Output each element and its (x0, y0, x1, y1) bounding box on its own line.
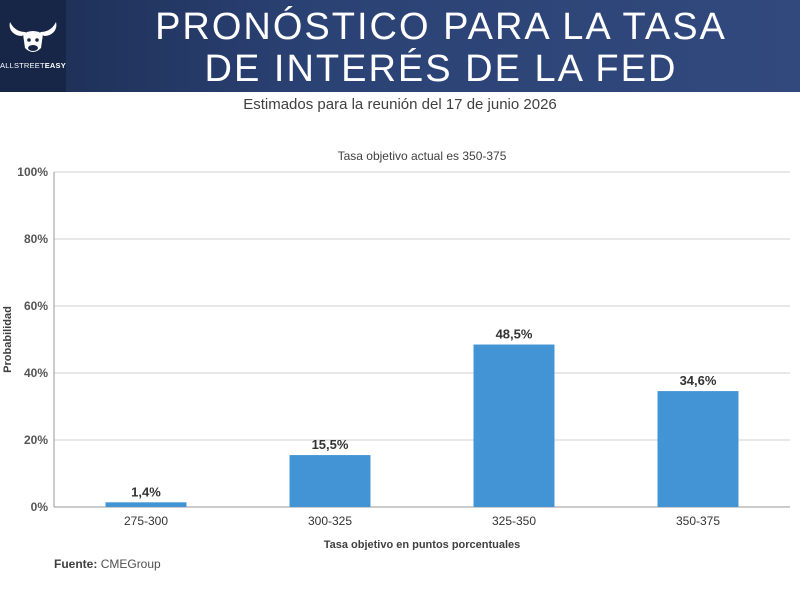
title-line-1: PRONÓSTICO PARA LA TASA (155, 6, 727, 48)
bar-value-label: 48,5% (496, 327, 533, 342)
y-axis-label: Probabilidad (2, 306, 14, 373)
header-banner: ALLSTREETEASY PRONÓSTICO PARA LA TASA DE… (0, 0, 800, 92)
y-tick-label: 0% (31, 500, 49, 514)
y-tick-label: 40% (24, 366, 48, 380)
y-tick-label: 20% (24, 433, 48, 447)
bar-chart: Tasa objetivo actual es 350-375 0% 20% 40% 6… (2, 149, 790, 550)
title-line-2: DE INTERÉS DE LA FED (204, 48, 678, 90)
source-note: Fuente: CMEGroup (54, 557, 161, 571)
page-title: PRONÓSTICO PARA LA TASA DE INTERÉS DE LA… (86, 6, 796, 90)
subtitle: Estimados para la reunión del 17 de juni… (243, 96, 557, 113)
bar-value-label: 34,6% (680, 373, 717, 388)
x-axis-label: Tasa objetivo en puntos porcentuales (324, 539, 521, 550)
bar-value-label: 15,5% (312, 437, 349, 452)
bar (657, 391, 739, 507)
bar-value-label: 1,4% (131, 484, 161, 499)
bar (473, 344, 555, 507)
bar (105, 502, 187, 507)
source-value: CMEGroup (100, 557, 161, 571)
x-tick-label: 300-325 (308, 514, 352, 528)
y-tick-label: 60% (24, 299, 48, 313)
logo-text: ALLSTREETEASY (0, 61, 66, 70)
chart-title: Tasa objetivo actual es 350-375 (338, 149, 507, 163)
bull-icon (9, 22, 57, 52)
logo: ALLSTREETEASY (0, 0, 66, 92)
x-tick-label: 325-350 (492, 514, 536, 528)
x-tick-label: 350-375 (676, 514, 720, 528)
source-label: Fuente: (54, 557, 98, 571)
y-tick-label: 80% (24, 232, 48, 246)
bar (289, 455, 371, 507)
y-tick-label: 100% (17, 165, 48, 179)
x-tick-label: 275-300 (124, 514, 168, 528)
